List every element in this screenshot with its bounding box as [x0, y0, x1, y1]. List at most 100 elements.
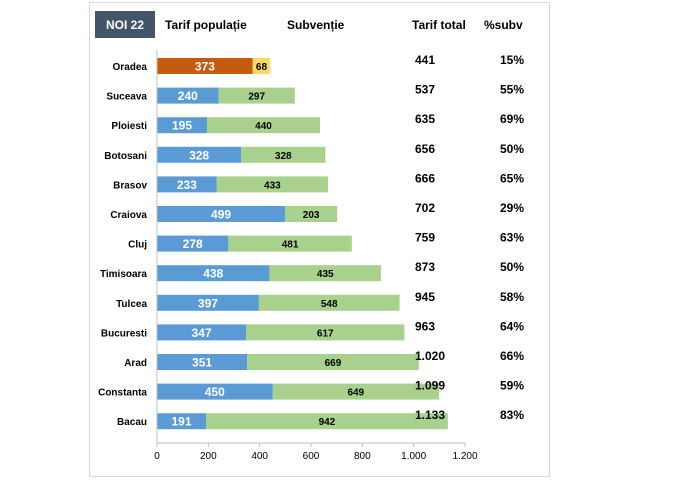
x-tick-label: 400: [251, 451, 268, 462]
data-label-tarif-populatie: 233: [177, 178, 197, 192]
tarif-total-value: 945: [415, 290, 435, 304]
pct-subv-value: 50%: [500, 260, 524, 274]
bar-tarif-populatie: [157, 324, 247, 341]
tarif-total-value: 656: [415, 142, 435, 156]
pct-subv-value: 66%: [500, 349, 524, 363]
tarif-total-value: 873: [415, 260, 435, 274]
data-label-subventie: 203: [303, 210, 320, 221]
bar-tarif-populatie: [157, 235, 229, 252]
data-label-subventie: 649: [347, 388, 364, 399]
data-label-subventie: 669: [325, 358, 342, 369]
tarif-total-value: 635: [415, 112, 435, 126]
category-label: Bucuresti: [101, 328, 147, 339]
pct-subv-value: 69%: [500, 112, 524, 126]
period-badge: NOI 22: [95, 11, 155, 38]
category-label: Timisoara: [100, 269, 147, 280]
x-tick-label: 600: [303, 451, 320, 462]
data-label-tarif-populatie: 278: [183, 237, 203, 251]
pct-subv-value: 15%: [500, 53, 524, 67]
category-label: Craiova: [110, 210, 147, 221]
bar-tarif-populatie: [157, 117, 208, 134]
bar-tarif-populatie: [157, 176, 217, 193]
data-label-subventie: 548: [321, 299, 338, 310]
pct-subv-value: 83%: [500, 408, 524, 422]
pct-subv-value: 59%: [500, 379, 524, 393]
header-pct-subv: %subv: [484, 18, 523, 32]
data-label-tarif-populatie: 397: [198, 296, 218, 310]
data-label-tarif-populatie: 347: [192, 326, 212, 340]
data-label-tarif-populatie: 438: [203, 267, 223, 281]
tarif-total-value: 537: [415, 83, 435, 97]
x-tick-label: 0: [154, 451, 160, 462]
header-tarif-total: Tarif total: [412, 18, 466, 32]
data-label-tarif-populatie: 351: [192, 356, 212, 370]
category-label: Constanta: [98, 388, 147, 399]
data-label-subventie: 435: [317, 269, 334, 280]
category-label: Brasov: [113, 180, 147, 191]
category-label: Cluj: [128, 240, 147, 251]
bar-subventie: [206, 413, 448, 430]
bar-subventie: [246, 324, 405, 341]
data-label-subventie: 328: [275, 151, 292, 162]
pct-subv-value: 58%: [500, 290, 524, 304]
pct-subv-value: 55%: [500, 83, 524, 97]
x-tick-label: 800: [354, 451, 371, 462]
bar-tarif-populatie: [157, 265, 270, 282]
category-label: Oradea: [113, 62, 148, 73]
bar-tarif-populatie: [157, 413, 207, 430]
bar-tarif-populatie: [157, 87, 219, 104]
category-label: Bacau: [117, 417, 147, 428]
bar-subventie: [218, 87, 295, 104]
bar-subventie: [241, 146, 326, 163]
bar-subventie: [269, 265, 382, 282]
category-label: Arad: [124, 358, 147, 369]
data-label-subventie: 481: [282, 240, 299, 251]
pct-subv-value: 29%: [500, 201, 524, 215]
tarif-total-value: 759: [415, 231, 435, 245]
data-label-tarif-populatie: 240: [178, 89, 198, 103]
chart-frame: [89, 2, 550, 477]
data-label-tarif-populatie: 328: [189, 148, 209, 162]
bar-subventie: [247, 354, 419, 370]
data-label-subventie: 617: [317, 328, 334, 339]
bar-subventie: [216, 176, 328, 193]
data-label-subventie: 942: [319, 417, 336, 428]
pct-subv-value: 50%: [500, 142, 524, 156]
data-label-tarif-populatie: 450: [205, 385, 225, 399]
header-tarif-populatie: Tarif populație: [165, 18, 247, 32]
pct-subv-value: 63%: [500, 231, 524, 245]
bar-subventie: [228, 235, 352, 252]
tarif-total-value: 1.020: [415, 349, 445, 363]
bar-subventie: [272, 383, 440, 400]
data-label-tarif-populatie: 373: [195, 60, 215, 74]
bar-subventie: [252, 58, 271, 74]
bar-subventie: [285, 206, 338, 222]
x-tick-label: 1.000: [401, 451, 426, 462]
tarif-total-value: 1.099: [415, 379, 445, 393]
tarif-total-value: 441: [415, 53, 435, 67]
data-label-tarif-populatie: 191: [171, 415, 191, 429]
bar-tarif-populatie: [157, 354, 248, 370]
header-subventie: Subvenție: [287, 18, 345, 32]
bar-tarif-populatie: [157, 146, 242, 163]
data-label-subventie: 440: [255, 121, 272, 132]
data-label-subventie: 433: [264, 180, 281, 191]
category-label: Botosani: [104, 151, 147, 162]
category-label: Ploiesti: [111, 121, 147, 132]
category-label: Tulcea: [116, 299, 147, 310]
data-label-subventie: 68: [256, 62, 268, 73]
bar-tarif-populatie: [157, 206, 286, 222]
tarif-total-value: 963: [415, 319, 435, 333]
bar-tarif-populatie: [157, 294, 259, 311]
data-label-subventie: 297: [248, 92, 265, 103]
pct-subv-value: 65%: [500, 171, 524, 185]
x-tick-label: 1.200: [452, 451, 477, 462]
x-tick-label: 200: [200, 451, 217, 462]
bar-tarif-populatie: [157, 383, 273, 400]
tarif-total-value: 702: [415, 201, 435, 215]
data-label-tarif-populatie: 195: [172, 119, 192, 133]
bar-subventie: [258, 294, 400, 311]
tarif-total-value: 1.133: [415, 408, 445, 422]
bar-subventie: [207, 117, 320, 134]
